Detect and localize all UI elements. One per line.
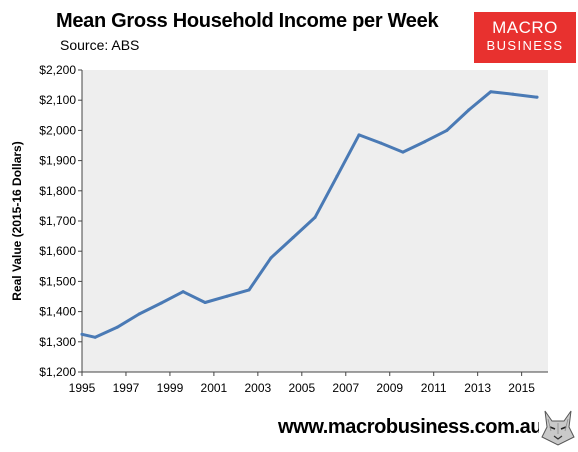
data-point <box>401 150 405 154</box>
y-tick-label: $1,600 <box>39 244 76 258</box>
y-tick-label: $1,900 <box>39 154 76 168</box>
data-point <box>203 301 207 305</box>
data-point <box>511 92 515 96</box>
logo-text-business: BUSINESS <box>486 38 564 53</box>
plot-area <box>82 70 548 372</box>
data-point <box>159 301 163 305</box>
y-tick-label: $1,500 <box>39 274 76 288</box>
data-point <box>357 133 361 137</box>
x-tick-label: 1995 <box>69 381 96 395</box>
data-point <box>445 128 449 132</box>
x-axis: 1995 1997 1999 2001 2003 2005 2007 2009 2011 2013… <box>69 372 535 395</box>
x-tick-label: 1999 <box>157 381 184 395</box>
logo-text-macro: MACRO <box>492 18 558 37</box>
data-point <box>269 256 273 260</box>
macrobusiness-logo[interactable]: MACRO BUSINESS <box>474 12 576 63</box>
y-tick-label: $1,300 <box>39 335 76 349</box>
chart-source: Source: ABS <box>60 37 140 53</box>
x-tick-label: 2003 <box>244 381 271 395</box>
data-point <box>335 174 339 178</box>
series-points <box>80 90 539 339</box>
data-point <box>247 288 251 292</box>
data-point <box>535 95 539 99</box>
data-point <box>423 140 427 144</box>
x-tick-label: 2005 <box>288 381 315 395</box>
data-point <box>115 325 119 329</box>
data-point <box>181 290 185 294</box>
wolf-icon <box>539 407 577 447</box>
data-point <box>379 141 383 145</box>
data-point <box>291 236 295 240</box>
x-tick-label: 1997 <box>113 381 140 395</box>
website-url[interactable]: www.macrobusiness.com.au <box>278 416 543 438</box>
y-tick-label: $1,200 <box>39 365 76 379</box>
data-point <box>93 335 97 339</box>
y-tick-label: $1,400 <box>39 305 76 319</box>
data-point <box>467 108 471 112</box>
y-tick-label: $1,700 <box>39 214 76 228</box>
data-point <box>80 332 84 336</box>
x-tick-label: 2013 <box>464 381 491 395</box>
x-tick-label: 2015 <box>508 381 535 395</box>
y-tick-label: $2,000 <box>39 123 76 137</box>
x-tick-label: 2001 <box>201 381 228 395</box>
y-axis-label: Real Value (2015-16 Dollars) <box>10 141 24 300</box>
line-chart: $1,200 $1,300 $1,400 $1,500 $1,600 $1,700 $1,8… <box>10 63 548 395</box>
y-axis: $1,200 $1,300 $1,400 $1,500 $1,600 $1,700 $1,8… <box>39 63 82 379</box>
x-tick-label: 2007 <box>332 381 359 395</box>
series-line <box>80 90 539 339</box>
data-point <box>489 90 493 94</box>
data-point <box>137 312 141 316</box>
chart-title: Mean Gross Household Income per Week <box>56 10 439 32</box>
y-tick-label: $2,200 <box>39 63 76 77</box>
y-tick-label: $1,800 <box>39 184 76 198</box>
x-tick-label: 2011 <box>421 381 447 395</box>
y-tick-label: $2,100 <box>39 93 76 107</box>
x-tick-label: 2009 <box>376 381 403 395</box>
data-point <box>225 294 229 298</box>
data-point <box>313 215 317 219</box>
